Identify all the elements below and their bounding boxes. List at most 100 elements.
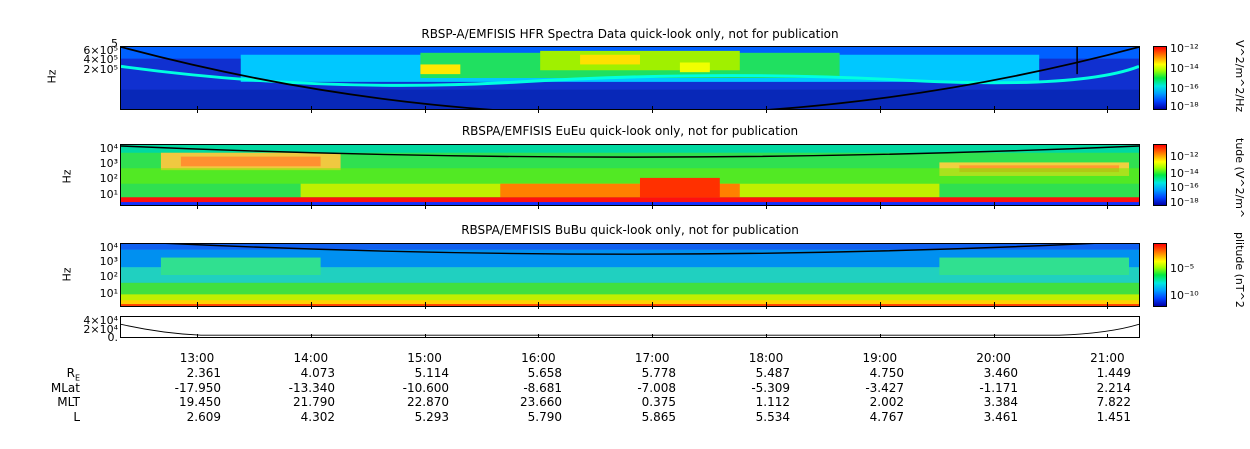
ephem-value-mlt: 0.375	[641, 395, 676, 409]
ephem-value-l: 5.865	[641, 410, 676, 424]
ephem-value-l: 3.461	[983, 410, 1018, 424]
ephem-value-r: 4.750	[869, 366, 904, 380]
panel1-ytick: 6×10⁵	[83, 44, 118, 57]
x-tick-mark	[311, 302, 312, 309]
panel4-ytick: 2×10⁴	[83, 323, 118, 336]
hfr-spectrogram-image	[121, 47, 1139, 109]
x-tick-mark	[880, 106, 881, 113]
panel2-ytick: 10³	[99, 157, 118, 170]
bubu-spectrogram	[120, 243, 1140, 307]
ephem-value-mlt: 21.790	[293, 395, 335, 409]
ephem-value-r: 4.073	[300, 366, 335, 380]
hfr-spectrogram	[120, 46, 1140, 110]
ephem-value-r: 3.460	[983, 366, 1018, 380]
x-tick-label: 16:00	[521, 351, 556, 365]
x-tick-mark	[425, 302, 426, 309]
panel3-colorbar-label: plitude (nT^2	[1233, 232, 1246, 308]
panel3-title: RBSPA/EMFISIS BuBu quick-look only, not …	[461, 223, 799, 237]
x-tick-mark	[766, 334, 767, 338]
x-tick-mark	[425, 202, 426, 209]
panel2-colorbar-tick: 10⁻¹²	[1170, 150, 1199, 163]
x-tick-mark	[197, 106, 198, 113]
ephem-value-mlt: 1.112	[755, 395, 790, 409]
ephem-label-r: RE	[66, 366, 80, 383]
panel1-ytick: 2×10⁵	[83, 63, 118, 76]
panel1-colorbar-tick: 10⁻¹²	[1170, 42, 1199, 55]
panel2-ytick: 10⁴	[99, 142, 118, 155]
x-tick-mark	[1107, 202, 1108, 209]
x-tick-mark	[197, 202, 198, 209]
ephem-value-l: 1.451	[1096, 410, 1131, 424]
x-tick-mark	[197, 302, 198, 309]
x-tick-mark	[311, 106, 312, 113]
ephem-value-r: 5.487	[755, 366, 790, 380]
x-tick-label: 15:00	[407, 351, 442, 365]
x-tick-mark	[766, 302, 767, 309]
ephem-label-mlat: MLat	[50, 381, 80, 395]
panel1-ytick-top: 5	[111, 37, 118, 50]
x-tick-mark	[652, 202, 653, 209]
x-tick-mark	[994, 302, 995, 309]
x-tick-mark	[994, 202, 995, 209]
x-tick-mark	[994, 106, 995, 113]
panel1-ytick: 4×10⁵	[83, 53, 118, 66]
eueu-spectrogram	[120, 144, 1140, 206]
x-tick-mark	[425, 334, 426, 338]
ephem-value-r: 5.778	[641, 366, 676, 380]
x-tick-mark	[1107, 302, 1108, 309]
panel3-ytick: 10³	[99, 255, 118, 268]
ephem-value-mlt: 19.450	[179, 395, 221, 409]
panel3-ytick: 10¹	[99, 287, 118, 300]
ephem-value-mlat: -17.950	[174, 381, 221, 395]
ephem-value-l: 5.790	[527, 410, 562, 424]
ephem-value-mlt: 22.870	[407, 395, 449, 409]
panel2-colorbar-tick: 10⁻¹⁴	[1170, 167, 1199, 180]
ephem-value-mlat: -1.171	[979, 381, 1018, 395]
panel2-colorbar-label: tude (V^2/m^	[1233, 138, 1246, 219]
x-tick-mark	[538, 334, 539, 338]
x-tick-label: 20:00	[976, 351, 1011, 365]
line-panel-plot	[121, 323, 1139, 336]
ephem-label-l: L	[73, 410, 80, 424]
ephem-value-mlat: -8.681	[523, 381, 562, 395]
panel1-title: RBSP-A/EMFISIS HFR Spectra Data quick-lo…	[421, 27, 839, 41]
ephem-value-mlat: -3.427	[865, 381, 904, 395]
x-tick-mark	[311, 202, 312, 209]
ephem-value-r: 5.658	[527, 366, 562, 380]
x-tick-mark	[311, 334, 312, 338]
panel1-colorbar	[1153, 46, 1167, 110]
x-tick-mark	[994, 334, 995, 338]
x-tick-mark	[652, 334, 653, 338]
x-tick-mark	[538, 302, 539, 309]
x-tick-label: 19:00	[862, 351, 898, 365]
ephem-value-l: 5.534	[755, 410, 790, 424]
ephem-value-r: 1.449	[1096, 366, 1131, 380]
x-tick-label: 21:00	[1090, 351, 1125, 365]
ephem-value-mlt: 3.384	[983, 395, 1018, 409]
panel2-colorbar	[1153, 144, 1167, 206]
x-tick-mark	[766, 106, 767, 113]
ephem-value-mlt: 2.002	[869, 395, 904, 409]
panel2-ylabel: Hz	[60, 169, 74, 184]
panel3-ylabel: Hz	[60, 267, 74, 282]
line-panel	[120, 316, 1140, 338]
ephem-value-r: 2.361	[186, 366, 221, 380]
x-tick-mark	[652, 106, 653, 113]
panel1-colorbar-label: V^2/m^2/Hz	[1233, 40, 1246, 113]
panel4-ytick: 0.	[107, 331, 119, 344]
x-tick-label: 18:00	[748, 351, 784, 365]
x-tick-mark	[1107, 334, 1108, 338]
x-tick-mark	[880, 334, 881, 338]
panel2-title: RBSPA/EMFISIS EuEu quick-look only, not …	[461, 124, 799, 138]
ephem-value-l: 5.293	[414, 410, 449, 424]
ephem-value-mlat: -13.340	[288, 381, 335, 395]
ephem-value-l: 4.767	[869, 410, 904, 424]
x-tick-mark	[197, 334, 198, 338]
ephem-value-r: 5.114	[414, 366, 449, 380]
x-tick-mark	[425, 106, 426, 113]
panel3-colorbar-tick: 10⁻⁵	[1170, 262, 1195, 275]
panel2-ytick: 10²	[99, 172, 118, 185]
panel1-colorbar-tick: 10⁻¹⁶	[1170, 82, 1199, 95]
x-tick-mark	[538, 106, 539, 113]
panel4-ytick: 4×10⁴	[83, 314, 118, 327]
